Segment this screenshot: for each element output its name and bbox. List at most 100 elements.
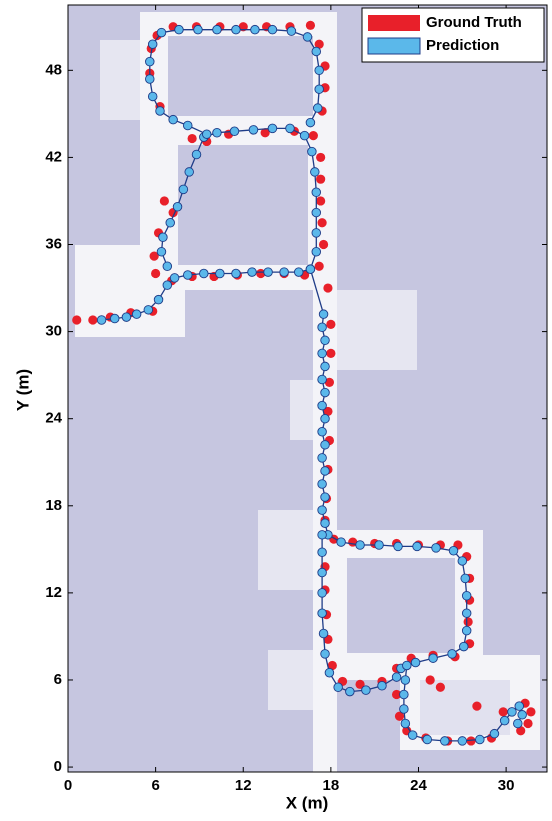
point [315, 66, 324, 75]
point [401, 676, 410, 685]
point [72, 315, 81, 324]
point [316, 175, 325, 184]
point [449, 546, 458, 555]
point [316, 196, 325, 205]
point [323, 283, 332, 292]
point [122, 313, 131, 322]
point [88, 315, 97, 324]
point [403, 661, 412, 670]
point [459, 642, 468, 651]
point [160, 196, 169, 205]
x-axis-label: X (m) [286, 793, 329, 812]
point [173, 202, 182, 211]
point [232, 269, 241, 278]
point [248, 268, 257, 277]
point [179, 185, 188, 194]
point [321, 493, 330, 502]
point [394, 542, 403, 551]
point [309, 131, 318, 140]
y-tick-label: 12 [45, 584, 62, 601]
point [159, 233, 168, 242]
point [378, 681, 387, 690]
point [316, 153, 325, 162]
point [462, 609, 471, 618]
point [166, 218, 175, 227]
point [426, 675, 435, 684]
legend-label: Prediction [426, 37, 499, 54]
point [97, 316, 106, 325]
point [185, 168, 194, 177]
point [312, 208, 321, 217]
point [300, 131, 309, 140]
point [315, 85, 324, 94]
point [110, 314, 119, 323]
point [163, 262, 172, 271]
x-tick-label: 6 [151, 777, 159, 794]
point [318, 349, 327, 358]
point [476, 735, 485, 744]
point [318, 323, 327, 332]
y-tick-label: 42 [45, 148, 62, 165]
x-tick-label: 0 [64, 777, 72, 794]
point [362, 686, 371, 695]
point [392, 673, 401, 682]
point [230, 127, 239, 136]
point [411, 658, 420, 667]
point [312, 247, 321, 256]
point [464, 617, 473, 626]
point [458, 557, 467, 566]
y-tick-label: 36 [45, 235, 62, 252]
point [188, 134, 197, 143]
point [157, 28, 166, 37]
y-tick-label: 0 [54, 758, 62, 775]
point [315, 262, 324, 271]
x-tick-label: 30 [498, 777, 515, 794]
point [429, 654, 438, 663]
point [145, 57, 154, 66]
legend-swatch [368, 15, 420, 31]
point [500, 716, 509, 725]
point [232, 25, 241, 34]
point [318, 589, 327, 598]
point [306, 118, 315, 127]
point [308, 147, 317, 156]
point [268, 124, 277, 133]
point [268, 25, 277, 34]
point [401, 719, 410, 728]
point [312, 188, 321, 197]
point [202, 130, 211, 139]
point [518, 711, 527, 720]
y-tick-label: 48 [45, 61, 62, 78]
point [318, 480, 327, 489]
point [319, 310, 328, 319]
point [280, 268, 289, 277]
point [311, 168, 320, 177]
point [356, 541, 365, 550]
point [194, 25, 203, 34]
point [432, 544, 441, 553]
point [318, 531, 327, 540]
x-tick-label: 18 [323, 777, 340, 794]
point [213, 25, 222, 34]
x-tick-label: 12 [235, 777, 252, 794]
point [321, 467, 330, 476]
point [132, 310, 141, 319]
point [318, 506, 327, 515]
point [472, 701, 481, 710]
point [294, 268, 303, 277]
point [523, 719, 532, 728]
point [508, 708, 517, 717]
point [321, 388, 330, 397]
point [148, 40, 157, 49]
point [436, 683, 445, 692]
point [326, 349, 335, 358]
point [513, 719, 522, 728]
point [264, 268, 273, 277]
point [312, 229, 321, 238]
point [170, 274, 179, 283]
point [400, 705, 409, 714]
point [321, 362, 330, 371]
point [306, 21, 315, 30]
x-tick-label: 24 [410, 777, 427, 794]
point [321, 519, 330, 528]
